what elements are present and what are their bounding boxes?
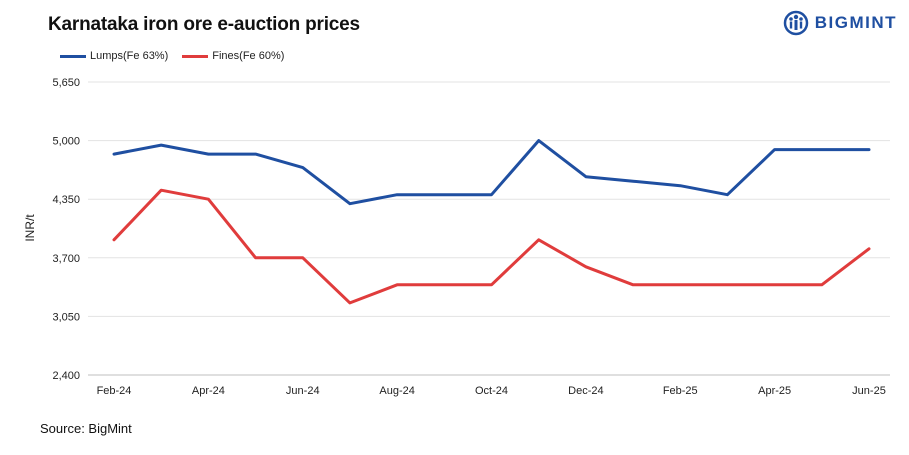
series-layer <box>112 139 871 305</box>
x-tick-label: Apr-24 <box>192 385 225 397</box>
x-tick-label: Jun-24 <box>286 385 320 397</box>
legend-swatch-lumps <box>60 54 86 58</box>
y-axis-ticks: 2,400 3,050 3,700 4,350 5,000 5,650 <box>52 77 80 382</box>
y-tick-label: 3,050 <box>52 311 80 323</box>
x-tick-label: Feb-24 <box>97 385 132 397</box>
grid-layer <box>88 81 890 376</box>
bigmint-logo: BIGMINT <box>783 8 897 38</box>
x-tick-label: Feb-25 <box>663 385 698 397</box>
legend-label-lumps: Lumps(Fe 63%) <box>90 50 169 62</box>
legend-item-lumps: Lumps(Fe 63%) <box>60 50 168 62</box>
y-tick-label: 4,350 <box>52 194 80 206</box>
legend-item-fines: Fines(Fe 60%) <box>182 50 284 62</box>
series-line-fines <box>112 188 871 305</box>
chart-title: Karnataka iron ore e-auction prices <box>48 14 360 35</box>
bigmint-logo-icon <box>783 10 808 36</box>
x-tick-label: Dec-24 <box>568 385 603 397</box>
x-tick-label: Apr-25 <box>758 385 791 397</box>
x-axis-ticks: Feb-24 Apr-24 Jun-24 Aug-24 Oct-24 Dec-24 Feb-… <box>97 385 886 397</box>
y-axis-label: INR/t <box>23 214 37 242</box>
legend-swatch-fines <box>182 54 209 58</box>
y-tick-label: 5,000 <box>52 136 80 148</box>
x-tick-label: Oct-24 <box>475 385 508 397</box>
source-note: Source: BigMint <box>40 421 132 436</box>
bigmint-logo-text: BIGMINT <box>814 13 897 32</box>
y-tick-label: 5,650 <box>52 77 80 89</box>
series-line-lumps <box>112 139 871 206</box>
legend-label-fines: Fines(Fe 60%) <box>212 50 285 62</box>
chart-legend: Lumps(Fe 63%) Fines(Fe 60%) <box>60 50 284 62</box>
x-tick-label: Jun-25 <box>852 385 886 397</box>
x-tick-label: Aug-24 <box>379 385 414 397</box>
y-tick-label: 3,700 <box>52 253 80 265</box>
y-tick-label: 2,400 <box>52 370 80 382</box>
